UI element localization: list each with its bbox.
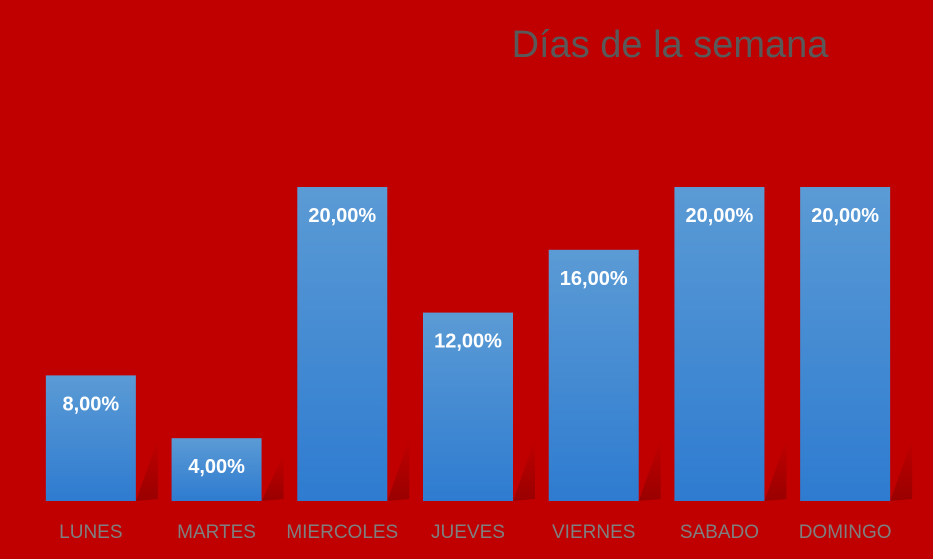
data-label: 20,00% [811,205,879,227]
bar-shadow [513,439,535,501]
bar-jueves [423,312,513,501]
bar-sabado [674,187,765,501]
x-tick-label: MARTES [177,522,256,543]
x-tick-label: JUEVES [431,522,505,543]
x-tick-label: LUNES [59,522,122,543]
x-tick-label: DOMINGO [799,522,892,543]
bar-shadow [764,439,787,501]
bar-shadow [387,439,410,501]
bar-domingo [800,187,891,501]
x-tick-label: SABADO [680,522,759,543]
data-label: 8,00% [62,393,119,415]
x-tick-label: MIERCOLES [286,522,398,543]
bar-martes [171,438,262,501]
x-tick-label: VIERNES [552,522,635,543]
chart-title: Días de la semana [511,24,829,66]
data-label: 20,00% [686,205,754,227]
data-label: 16,00% [560,268,628,290]
data-label: 4,00% [188,456,245,478]
bar-viernes [548,249,639,501]
bar-shadow [135,439,158,501]
bar-lunes [45,375,136,501]
data-label: 20,00% [308,205,376,227]
bar-shadow [638,439,661,501]
bar-miercoles [297,187,388,501]
bar-shadow [890,439,913,501]
bar-shadow [261,454,284,501]
data-label: 12,00% [434,331,502,353]
